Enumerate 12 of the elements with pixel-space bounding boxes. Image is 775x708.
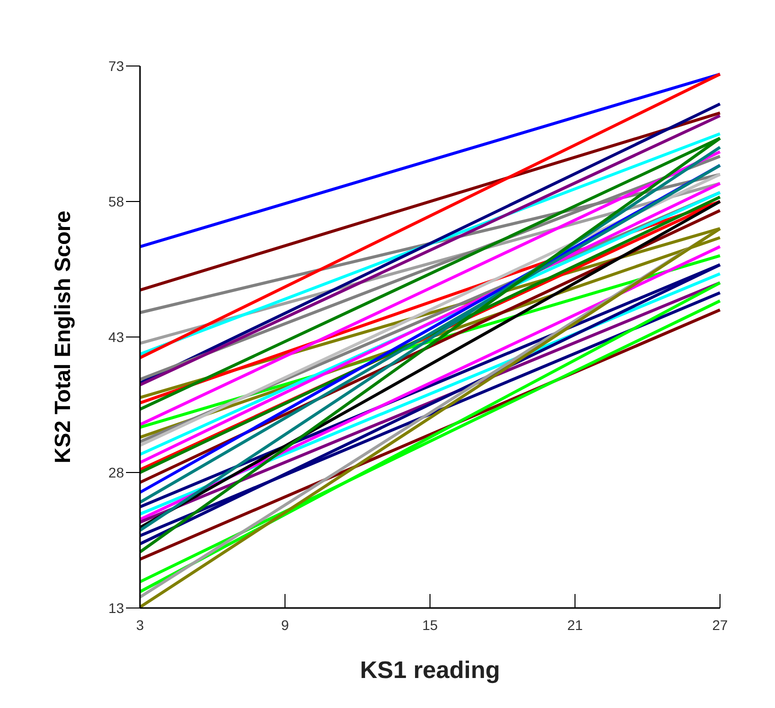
x-tick-label: 15: [422, 617, 438, 633]
x-tick-label: 27: [712, 617, 728, 633]
y-tick-label: 28: [108, 464, 124, 480]
x-tick-label: 21: [567, 617, 583, 633]
x-tick-label: 3: [136, 617, 144, 633]
x-tick-label: 9: [281, 617, 290, 633]
y-tick-label: 58: [108, 193, 124, 210]
y-axis-title: KS2 Total English Score: [50, 210, 75, 464]
y-tick-label: 13: [108, 600, 124, 616]
x-axis-title: KS1 reading: [360, 657, 500, 684]
y-tick-label: 43: [108, 328, 124, 345]
y-tick-label: 73: [108, 58, 124, 74]
